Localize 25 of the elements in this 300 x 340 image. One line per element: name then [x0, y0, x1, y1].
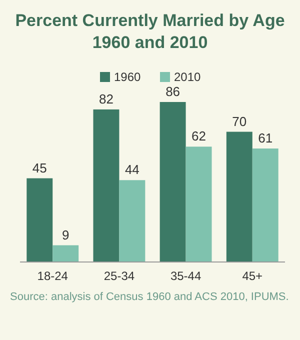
x-tick-label: 45+	[242, 269, 263, 283]
x-tick-label: 35-44	[170, 269, 202, 283]
data-label: 86	[166, 84, 180, 99]
bar	[93, 109, 120, 262]
bar	[226, 132, 252, 262]
data-label: 62	[192, 128, 206, 144]
data-label: 45	[32, 160, 47, 176]
bar	[52, 245, 79, 262]
data-label: 61	[258, 130, 273, 146]
bar	[252, 148, 278, 262]
legend-label: 2010	[174, 70, 202, 84]
data-label: 70	[232, 114, 247, 129]
bar	[160, 102, 186, 262]
chart-title: Percent Currently Married by Age	[15, 11, 285, 30]
bar	[26, 178, 53, 262]
source-note: Source: analysis of Census 1960 and ACS 2010, IPUMS.	[10, 290, 290, 304]
chart-subtitle: 1960 and 2010	[92, 33, 208, 52]
bar	[186, 146, 212, 262]
legend-label: 1960	[114, 70, 142, 84]
bar	[119, 180, 146, 262]
data-label: 44	[124, 162, 140, 178]
data-label: 82	[98, 91, 114, 106]
x-tick-label: 18-24	[37, 269, 68, 283]
x-tick-label: 25-34	[104, 269, 135, 283]
data-label: 9	[62, 227, 70, 242]
